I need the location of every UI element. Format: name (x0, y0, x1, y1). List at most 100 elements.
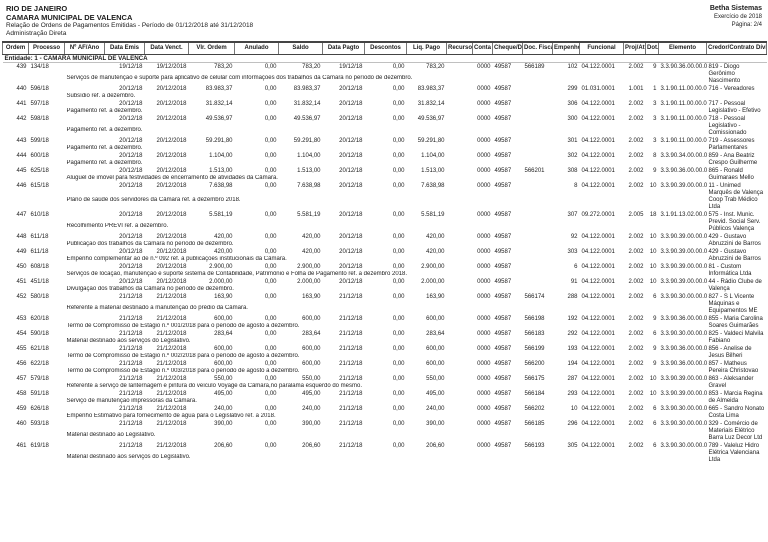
cell-descontos: 0,00 (392, 116, 405, 122)
cell-cheque-docto: 49587 (494, 316, 512, 322)
cell-empenho: 300 (567, 116, 578, 122)
cell-dot: 6 (653, 331, 657, 337)
cell-liq-pago: 240,00 (426, 406, 445, 412)
cell-empenho: 8 (574, 183, 578, 189)
cell-anulado: 0,00 (264, 279, 277, 285)
cell-data-emis: 20/12/18 (119, 101, 143, 107)
cell-empenho: 301 (567, 138, 578, 144)
cell-dot: 9 (653, 361, 657, 367)
cell-vlr-ordem: 600,00 (214, 361, 233, 367)
table-row-description: Termo de Compromisso de Estágio n.º 001/… (3, 323, 767, 330)
cell-saldo: 163,90 (302, 294, 321, 300)
cell-elemento: 3.3.90.30.00.00.00.00 (660, 406, 707, 412)
column-header-recurso: Recurso (446, 41, 473, 55)
cell-credor: 825 - Valdeci Malvila Fabiano (708, 331, 764, 344)
cell-anulado: 0,00 (264, 249, 277, 255)
cell-empenho: 288 (567, 294, 578, 300)
cell-doc-fiscais (523, 85, 553, 93)
cell-vlr-ordem: 206,60 (214, 443, 233, 449)
cell-descricao: Referente a material destinado a manuten… (66, 304, 248, 311)
cell-dot: 9 (653, 346, 657, 352)
cell-empenho: 296 (567, 421, 578, 427)
cell-anulado: 0,00 (264, 183, 277, 189)
cell-ordem: 460 (16, 421, 27, 427)
cell-doc-fiscais (523, 100, 553, 108)
cell-vlr-ordem: 783,20 (214, 64, 233, 70)
cell-elemento: 3.3.90.39.00.00.00.00 (660, 249, 707, 255)
cell-data-venct: 20/12/2018 (156, 168, 187, 174)
cell-proj-ativ: 2.002 (628, 153, 644, 159)
cell-recurso (447, 263, 473, 271)
cell-dot: 6 (653, 294, 657, 300)
column-header-cheque-docto: Cheque/Docto (492, 41, 523, 55)
cell-af-ano (65, 263, 105, 271)
cell-funcional: 04.122.0001 (581, 421, 615, 427)
column-header-empenho: Empenho (552, 41, 580, 55)
cell-recurso (447, 115, 473, 127)
table-row-description: Aluguel de imóvel para festividades de e… (3, 175, 767, 182)
cell-empenho: 91 (570, 279, 578, 285)
cell-saldo: 390,00 (302, 421, 321, 427)
cell-empenho: 305 (567, 443, 578, 449)
cell-saldo: 2.000,00 (297, 279, 321, 285)
cell-elemento: 3.3.90.36.00.00.00.00 (660, 316, 707, 322)
cell-credor: 827 - S L Vicente Máquinas e Equipamento… (708, 294, 758, 314)
cell-credor: 859 - Ana Beatriz Crespo Guilherme (708, 153, 758, 166)
cell-funcional: 04.122.0001 (581, 331, 615, 337)
table-row: 445 625/18 20/12/18 20/12/2018 1.513,00 … (3, 167, 767, 181)
cell-data-emis: 20/12/18 (119, 183, 143, 189)
cell-saldo: 1.513,00 (297, 168, 321, 174)
cell-af-ano (65, 420, 105, 432)
cell-dot: 9 (653, 168, 657, 174)
table-row-description: Referente a serviço de lanternagem e pin… (3, 383, 767, 390)
cell-data-emis: 21/12/18 (119, 361, 143, 367)
cell-conta: 0000 (477, 421, 491, 427)
cell-anulado: 0,00 (264, 212, 277, 218)
cell-saldo: 49.536,97 (293, 116, 321, 122)
entity-group-row: Entidade: 1 - CAMARA MUNICIPAL DE VALENC… (2, 54, 767, 63)
cell-processo: 610/18 (30, 212, 49, 218)
table-row: 446 615/18 20/12/18 20/12/2018 7.638,98 … (3, 182, 767, 210)
cell-saldo: 783,20 (302, 64, 321, 70)
cell-descontos: 0,00 (392, 264, 405, 270)
cell-ordem: 448 (16, 234, 27, 240)
cell-data-venct: 20/12/2018 (156, 234, 187, 240)
cell-af-ano (65, 63, 105, 75)
table-row-description: Serviços de manutenção e suporte para ap… (3, 75, 767, 85)
cell-liq-pago: 5.581,19 (421, 212, 445, 218)
cell-cheque-docto: 49587 (494, 421, 512, 427)
table-header: Ordem Processo Nº AF/Ano Data Emis Data … (2, 41, 767, 55)
cell-proj-ativ: 2.002 (628, 249, 644, 255)
cell-liq-pago: 2.000,00 (421, 279, 445, 285)
column-header-af-ano: Nº AF/Ano (64, 41, 105, 55)
cell-ordem: 455 (16, 346, 27, 352)
cell-saldo: 59.291,80 (293, 138, 321, 144)
cell-vlr-ordem: 2.000,00 (209, 279, 233, 285)
cell-anulado: 0,00 (264, 294, 277, 300)
cell-recurso (447, 182, 473, 197)
cell-anulado: 0,00 (264, 346, 277, 352)
table-row-description: Material destinado aos serviços do Legis… (3, 338, 767, 345)
cell-funcional: 04.122.0001 (581, 391, 615, 397)
cell-data-venct: 21/12/2018 (156, 316, 187, 322)
cell-recurso (447, 100, 473, 108)
cell-empenho: 194 (567, 361, 578, 367)
cell-dot: 9 (653, 64, 657, 70)
cell-cheque-docto: 49587 (494, 153, 512, 159)
cell-saldo: 83.983,37 (293, 86, 321, 92)
cell-af-ano (65, 85, 105, 93)
cell-anulado: 0,00 (264, 168, 277, 174)
cell-conta: 0000 (477, 64, 491, 70)
cell-cheque-docto: 49587 (494, 331, 512, 337)
cell-proj-ativ: 2.002 (628, 443, 644, 449)
cell-data-venct: 21/12/2018 (156, 376, 187, 382)
cell-empenho: 306 (567, 101, 578, 107)
cell-data-pagto: 21/12/18 (339, 294, 363, 300)
cell-processo: 134/18 (30, 64, 49, 70)
cell-descricao: Serviço de manutenção impressoras da Câm… (66, 398, 197, 404)
table-row: 451 451/18 20/12/18 20/12/2018 2.000,00 … (3, 278, 767, 292)
cell-credor: 11 - Unimed Marquês de Valença Coop Trab… (708, 183, 764, 210)
cell-vlr-ordem: 59.291,80 (205, 138, 233, 144)
cell-data-pagto: 21/12/18 (339, 346, 363, 352)
cell-anulado: 0,00 (264, 331, 277, 337)
